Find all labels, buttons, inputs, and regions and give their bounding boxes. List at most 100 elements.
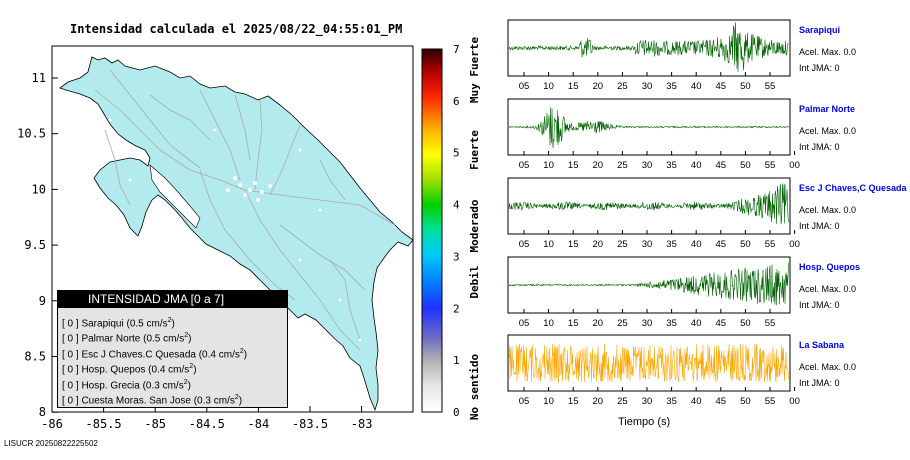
station-int-jma: Int JMA: 0 (799, 221, 840, 231)
seismogram-panels: 05 10 15 20 25 30 35 40 45 50 55 05 10 15 20 25 30 35 40 45… (507, 19, 800, 407)
legend-jma-value: [ 0 ] (62, 379, 82, 391)
seismogram-frame (507, 98, 791, 156)
map-x-tick-label: -84 (248, 417, 270, 431)
footer-id: LISUCR 20250822225502 (4, 439, 98, 448)
colorbar-category-label: Moderado (468, 199, 481, 252)
time-tick-label: 55 (765, 318, 776, 329)
station-acel-max: Acel. Max. 0.0 (799, 205, 857, 215)
intensity-legend: INTENSIDAD JMA [0 a 7] [ 0 ] Sarapiqui (… (57, 290, 288, 408)
time-tick-label: 00 (789, 396, 800, 407)
map-x-tick-label: -85 (144, 417, 166, 431)
time-tick-label: 20 (593, 239, 604, 250)
time-tick-label: 15 (568, 160, 579, 171)
station-int-jma: Int JMA: 0 (799, 300, 840, 310)
station-name: Esc J Chaves,C Quesada (799, 183, 907, 193)
legend-station-text: Esc J Chaves.C Quesada (0.4 cm/s (81, 349, 240, 361)
colorbar-tick-label: 6 (453, 95, 460, 108)
colorbar-tick-label: 2 (453, 302, 460, 315)
time-tick-label: 10 (543, 160, 554, 171)
map-x-tick-label: -86 (41, 417, 63, 431)
legend-row: [ 0 ] Esc J Chaves.C Quesada (0.4 cm/s2) (62, 347, 248, 361)
seismogram-panel: 05 10 15 20 25 30 35 40 45 50 55 (507, 256, 791, 329)
map-x-axis: -86 -85.5 -85 -84.5 -84 -83.5 -83 (41, 406, 372, 431)
waveform-trace (508, 107, 789, 149)
time-tick-label: 35 (666, 160, 677, 171)
time-tick-label: 25 (617, 318, 628, 329)
time-tick-label: 15 (568, 81, 579, 92)
time-tick-label: 05 (519, 239, 530, 250)
station-info: Hosp. Quepos Acel. Max. 0.0 Int JMA: 0 (799, 262, 860, 310)
legend-jma-value: [ 0 ] (62, 349, 82, 361)
station-info: Sarapiqui Acel. Max. 0.0 Int JMA: 0 (799, 25, 856, 73)
time-tick-label: 00 (789, 239, 800, 250)
time-tick-label: 45 (716, 239, 727, 250)
station-int-jma: Int JMA: 0 (799, 142, 840, 152)
legend-station-text: Hosp. Quepos (0.4 cm/s (81, 364, 190, 376)
time-tick-label: 50 (740, 318, 751, 329)
time-tick-label: 30 (642, 160, 653, 171)
time-tick-label: 20 (593, 160, 604, 171)
time-tick-label: 15 (568, 239, 579, 250)
map-x-tick-label: -84.5 (189, 417, 225, 431)
station-acel-max: Acel. Max. 0.0 (799, 284, 857, 294)
time-tick-label: 55 (765, 396, 776, 407)
time-tick-label: 10 (543, 318, 554, 329)
waveform-trace (508, 262, 789, 306)
station-int-jma: Int JMA: 0 (799, 378, 840, 388)
time-tick-label: 15 (568, 318, 579, 329)
time-tick-label: 30 (642, 318, 653, 329)
seismogram-panel: 05 10 15 20 25 30 35 40 45 50 55 (507, 19, 791, 92)
map-y-tick-label: 9 (39, 294, 46, 308)
legend-row: [ 0 ] Sarapiqui (0.5 cm/s2) (62, 317, 175, 330)
station-name: La Sabana (799, 340, 845, 350)
time-tick-label: 40 (691, 81, 702, 92)
time-tick-label: 50 (740, 239, 751, 250)
seismogram-panel: 05 10 15 20 25 30 35 40 45 50 55 00 (507, 334, 800, 407)
map-x-tick-label: -83 (351, 417, 373, 431)
seismogram-frame (507, 256, 791, 314)
colorbar-category-label: No sentido (468, 354, 481, 421)
road-network (94, 69, 396, 351)
time-tick-label: 25 (617, 396, 628, 407)
costa-rica-land (59, 56, 414, 412)
legend-station-text: Palmar Norte (0.5 cm/s (81, 333, 185, 345)
station-acel-max: Acel. Max. 0.0 (799, 47, 857, 57)
seismogram-panel: 05 10 15 20 25 30 35 40 45 50 55 00 (507, 177, 800, 250)
seismogram-panel: 05 10 15 20 25 30 35 40 45 50 55 00 (507, 98, 800, 171)
time-tick-label: 05 (519, 396, 530, 407)
map-y-tick-label: 11 (32, 71, 46, 85)
time-tick-label: 35 (666, 81, 677, 92)
time-tick-label: 05 (519, 160, 530, 171)
map-y-tick-label: 8 (39, 405, 46, 419)
time-tick-label: 30 (642, 396, 653, 407)
station-name: Sarapiqui (799, 25, 841, 35)
map-y-axis: 11 10.5 10 9.5 9 8.5 8 (17, 71, 58, 419)
colorbar-category-label: Muy Fuerte (468, 37, 481, 104)
map-y-tick-label: 10.5 (17, 127, 46, 141)
time-tick-label: 25 (617, 160, 628, 171)
legend-jma-value: [ 0 ] (62, 364, 82, 376)
legend-header: INTENSIDAD JMA [0 a 7] (58, 291, 287, 308)
map-y-tick-label: 8.5 (24, 350, 46, 364)
time-tick-label: 40 (691, 396, 702, 407)
colorbar-tick-label: 5 (453, 147, 460, 160)
legend-rows: [ 0 ] Sarapiqui (0.5 cm/s2)[ 0 ] Palmar … (58, 308, 287, 407)
time-tick-label: 50 (740, 160, 751, 171)
time-tick-label: 30 (642, 81, 653, 92)
time-tick-label: 00 (789, 160, 800, 171)
legend-station-text: Cuesta Moras. San Jose (0.3 cm/s (81, 395, 235, 407)
station-int-jma: Int JMA: 0 (799, 63, 840, 73)
time-tick-label: 05 (519, 81, 530, 92)
colorbar-tick-label: 1 (453, 354, 460, 367)
station-name: Hosp. Quepos (799, 262, 861, 272)
time-tick-label: 40 (691, 239, 702, 250)
station-info: Palmar Norte Acel. Max. 0.0 Int JMA: 0 (799, 104, 856, 152)
waveform-trace (508, 343, 789, 384)
time-tick-label: 25 (617, 81, 628, 92)
time-tick-label: 35 (666, 239, 677, 250)
legend-jma-value: [ 0 ] (62, 318, 82, 330)
time-tick-label: 45 (716, 160, 727, 171)
time-tick-label: 10 (543, 396, 554, 407)
time-tick-label: 30 (642, 239, 653, 250)
time-tick-label: 20 (593, 396, 604, 407)
